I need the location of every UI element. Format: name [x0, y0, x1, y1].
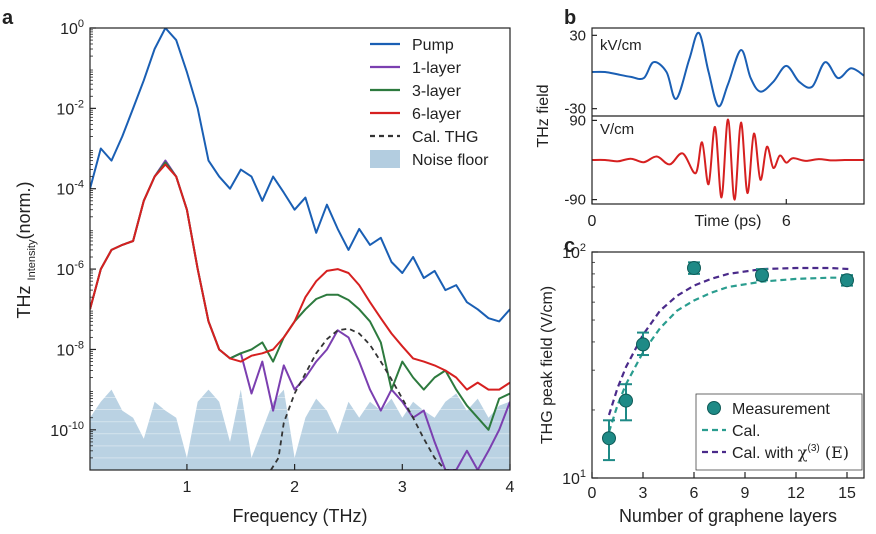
y-tick-exponent: 0	[78, 18, 84, 30]
y-tick-label: -90	[564, 192, 586, 209]
x-tick-label: 15	[838, 485, 856, 502]
panel-a-xlabel: Frequency (THz)	[232, 506, 367, 526]
legend-box	[695, 393, 863, 471]
panel-b-xlabel: Time (ps)	[695, 213, 762, 230]
y-tick-label: 10-2	[56, 98, 84, 118]
y-tick-base: 10	[60, 21, 78, 38]
y-tick-label: 100	[60, 18, 84, 38]
series-line-6-layer	[90, 163, 510, 391]
legend-label-measurement: Measurement	[732, 401, 830, 418]
y-tick-base: 10	[56, 262, 74, 279]
series-line-cal-thg	[270, 327, 457, 470]
y-tick-label: 10-8	[56, 339, 84, 359]
field-trace-bottom	[592, 118, 864, 201]
y-tick-base: 10	[50, 423, 68, 440]
x-tick-label: 1	[182, 479, 191, 496]
x-tick-label: 0	[588, 213, 597, 230]
legend-label-pump: Pump	[412, 37, 454, 54]
x-tick-label: 0	[588, 485, 597, 502]
y-tick-label: -30	[564, 101, 586, 118]
legend-label-chi-symbol: χ	[798, 443, 808, 462]
measurement-point	[755, 268, 769, 283]
legend-label-cal-thg: Cal. THG	[412, 129, 478, 146]
legend-label-6-layer: 6-layer	[412, 106, 462, 123]
legend-label-3-layer: 3-layer	[412, 83, 462, 100]
legend-label-chi-superscript: (3)	[808, 443, 820, 454]
noise-floor-area	[90, 389, 510, 470]
y-tick-label: 30	[569, 27, 586, 44]
y-tick-base: 10	[56, 342, 74, 359]
y-tick-exponent: 1	[580, 468, 586, 480]
y-tick-label: 10-10	[50, 420, 84, 440]
legend-label-chi-argument: (E)	[820, 443, 849, 462]
panel-b-ylabel: THz field	[535, 84, 552, 147]
field-trace-top	[592, 31, 864, 108]
y-tick-label: 90	[569, 112, 586, 129]
y-tick-label: 10-4	[56, 179, 84, 199]
y-tick-base: 10	[56, 182, 74, 199]
panel-b-bottom-unit: V/cm	[600, 121, 634, 138]
panel-a-legend: Pump 1-layer 3-layer 6-layer Cal. THG Noise f…	[370, 37, 489, 169]
measurement-point	[619, 393, 633, 408]
panel-c-frame	[591, 251, 865, 479]
legend-swatch-noise-floor	[370, 150, 400, 168]
x-tick-label: 6	[782, 213, 791, 230]
panel-c-legend: Measurement Cal. Cal. with χ(3) (E)	[695, 393, 863, 471]
y-tick-exponent: 2	[580, 242, 586, 254]
panel-b-top-unit: kV/cm	[600, 37, 642, 54]
legend-label-cal: Cal.	[732, 423, 760, 440]
y-tick-base: 10	[56, 101, 74, 118]
legend-label-cal-chi3: Cal. with χ(3) (E)	[732, 443, 849, 462]
x-tick-label: 12	[787, 485, 805, 502]
panel-label-b: b	[564, 7, 576, 29]
y-tick-exponent: -10	[68, 420, 84, 432]
measurement-point	[840, 273, 854, 288]
panel-label-c: c	[564, 235, 575, 257]
measurement-point	[687, 260, 701, 275]
series-line-pump	[90, 28, 510, 323]
y-tick-exponent: -4	[74, 179, 84, 191]
panel-a-ylabel: THz Intensity(norm.)	[14, 182, 38, 319]
measurement-point	[602, 431, 616, 446]
legend-swatch-measurement	[707, 401, 721, 415]
y-tick-label: 101	[562, 468, 586, 488]
x-tick-label: 2	[290, 479, 299, 496]
panel-c-ylabel: THG peak field (V/cm)	[539, 286, 556, 444]
legend-label-cal-chi3-prefix: Cal. with	[732, 445, 798, 462]
legend-label-1-layer: 1-layer	[412, 60, 462, 77]
panel-a-ylabel-main: THz	[14, 280, 34, 318]
x-tick-label: 3	[398, 479, 407, 496]
x-tick-label: 4	[506, 479, 515, 496]
cal-chi3-line	[607, 266, 851, 416]
panel-a-ylabel-tail: (norm.)	[14, 182, 34, 240]
panel-a-ylabel-sub: Intensity	[26, 239, 38, 280]
legend-label-noise-floor: Noise floor	[412, 152, 489, 169]
y-tick-label: 102	[562, 242, 586, 262]
x-tick-label: 6	[690, 485, 699, 502]
panel-a-frame	[89, 27, 511, 471]
x-tick-label: 9	[741, 485, 750, 502]
y-tick-base: 10	[562, 245, 580, 262]
measurement-point	[636, 337, 650, 352]
y-tick-label: 10-6	[56, 259, 84, 279]
y-tick-exponent: -2	[74, 98, 84, 110]
y-tick-base: 10	[562, 471, 580, 488]
y-tick-exponent: -6	[74, 259, 84, 271]
panel-c-xlabel: Number of graphene layers	[619, 506, 837, 526]
panel-label-a: a	[2, 7, 14, 29]
y-tick-exponent: -8	[74, 339, 84, 351]
x-tick-label: 3	[639, 485, 648, 502]
